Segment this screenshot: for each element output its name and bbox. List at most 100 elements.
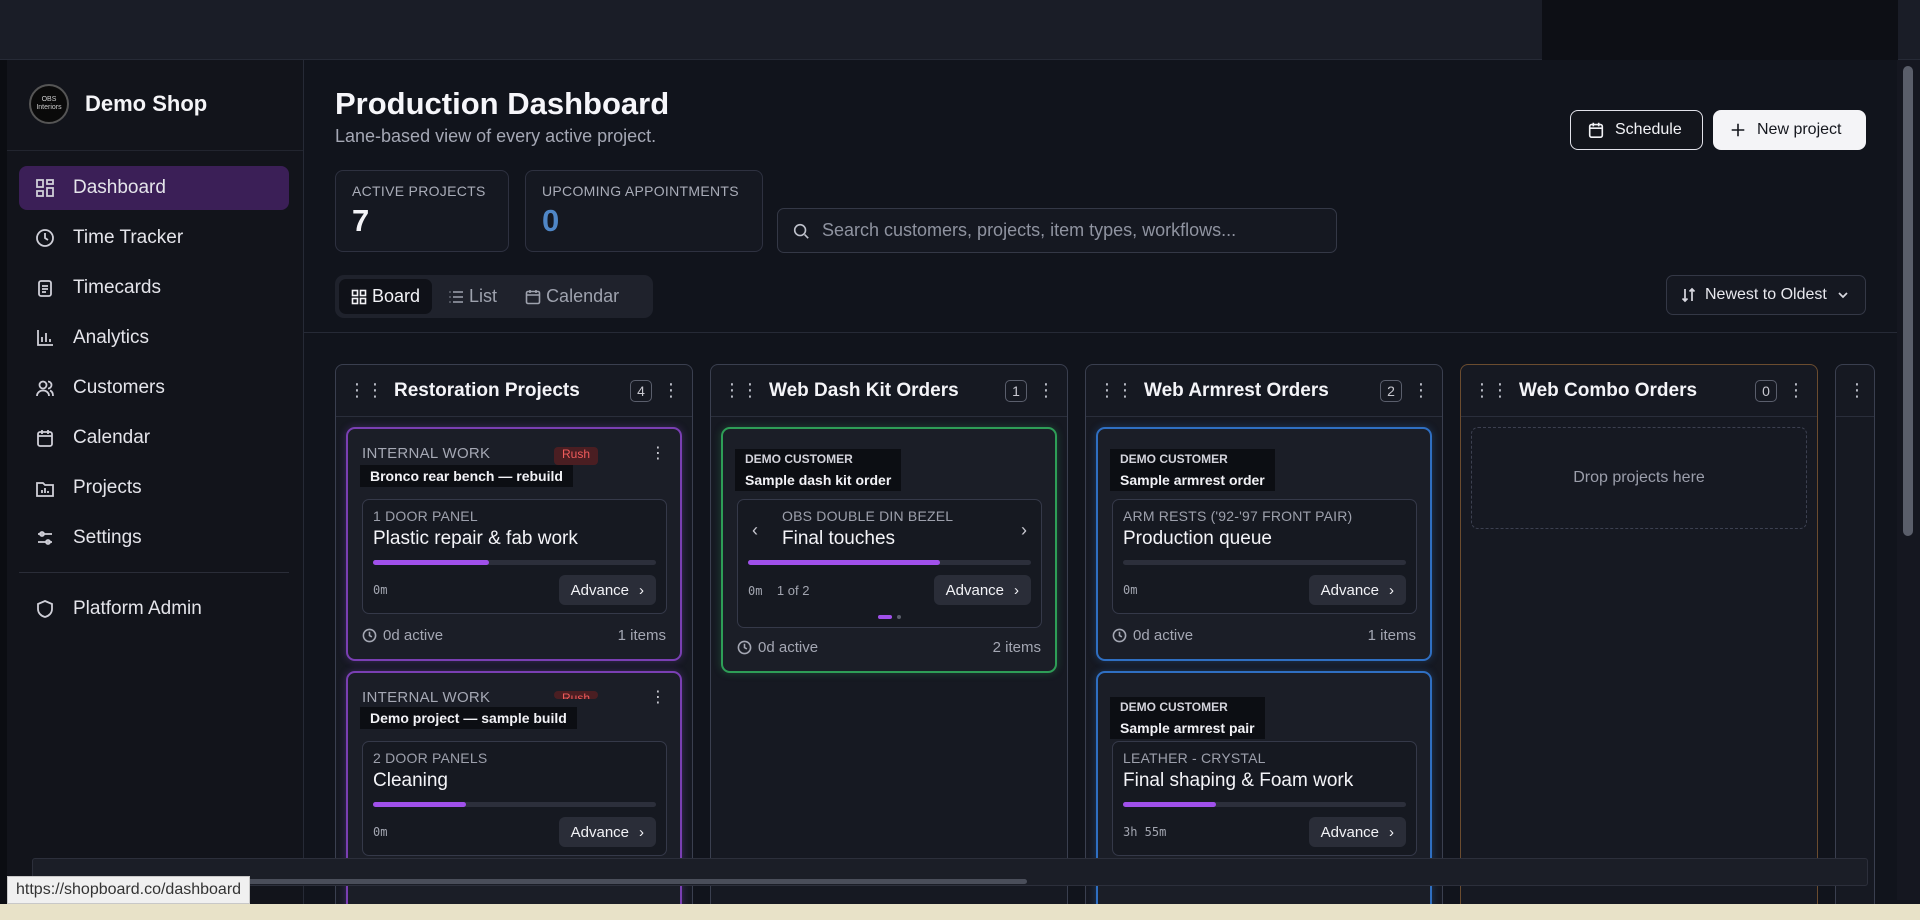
chevron-left-icon[interactable]: ‹	[752, 520, 758, 540]
lane-count: 2	[1380, 379, 1402, 402]
sidebar-item-label: Projects	[73, 477, 142, 498]
progress-fill	[373, 802, 467, 807]
card-category: INTERNAL WORK	[362, 445, 491, 462]
step-category: 2 DOOR PANELS	[373, 750, 488, 766]
tooltip-title: Sample dash kit order	[745, 472, 892, 488]
divider	[19, 572, 289, 573]
step-pager: 1 of 2	[776, 582, 810, 598]
sidebar-item-projects[interactable]: Projects	[19, 466, 289, 510]
more-icon[interactable]: ⋮	[1412, 380, 1430, 400]
schedule-button[interactable]: Schedule	[1570, 110, 1703, 150]
progress-bar	[1123, 560, 1406, 565]
lane-web-armrest-orders: ⋮⋮ Web Armrest Orders 2 ⋮ DEMO CUSTOMER …	[1085, 364, 1443, 920]
pager-dot[interactable]	[897, 615, 901, 619]
advance-button[interactable]: Advance ›	[558, 817, 656, 847]
sidebar-item-time-tracker[interactable]: Time Tracker	[19, 216, 289, 260]
tooltip-customer: DEMO CUSTOMER	[1120, 452, 1228, 466]
new-project-button-label: New project	[1757, 121, 1842, 138]
pager-dots	[748, 615, 1031, 619]
sidebar-item-analytics[interactable]: Analytics	[19, 316, 289, 360]
drag-handle-icon[interactable]: ⋮⋮	[723, 380, 759, 400]
sidebar-item-timecards[interactable]: Timecards	[19, 266, 289, 310]
sidebar-item-settings[interactable]: Settings	[19, 516, 289, 560]
advance-label: Advance	[570, 823, 629, 841]
drag-handle-icon[interactable]: ⋮⋮	[1848, 380, 1874, 400]
step-name: Final shaping & Foam work	[1123, 770, 1354, 791]
step-category: OBS DOUBLE DIN BEZEL	[782, 508, 954, 524]
advance-label: Advance	[1320, 581, 1379, 599]
horizontal-scrollbar[interactable]	[32, 858, 1868, 886]
lane-count: 4	[630, 379, 652, 402]
sidebar-item-label: Dashboard	[73, 177, 166, 198]
sidebar-item-platform-admin[interactable]: Platform Admin	[19, 587, 289, 631]
clipboard-icon	[38, 280, 52, 297]
sort-select[interactable]: Newest to Oldest	[1666, 275, 1866, 315]
step-name: Plastic repair & fab work	[373, 528, 578, 549]
project-card[interactable]: DEMO CUSTOMER Sample armrest order ARM R…	[1096, 427, 1432, 661]
step-category: 1 DOOR PANEL	[373, 508, 478, 524]
lane-web-combo-orders: ⋮⋮ Web Combo Orders 0 ⋮ Drop projects he…	[1460, 364, 1818, 920]
workflow-step: LEATHER - CRYSTAL Final shaping & Foam w…	[1112, 741, 1417, 856]
progress-bar	[1123, 802, 1406, 807]
scroll-thumb[interactable]	[1903, 66, 1913, 536]
more-icon[interactable]: ⋮	[1787, 380, 1805, 400]
step-category: ARM RESTS ('92-'97 FRONT PAIR)	[1123, 508, 1353, 524]
folder-chart-icon	[36, 482, 54, 497]
clock-icon	[362, 628, 377, 643]
active-days: 0d active	[1133, 627, 1194, 644]
drag-handle-icon[interactable]: ⋮⋮	[1098, 380, 1134, 400]
tab-calendar[interactable]: Calendar	[513, 279, 631, 314]
more-icon[interactable]: ⋮	[650, 689, 666, 706]
shield-icon	[37, 600, 53, 618]
more-icon[interactable]: ⋮	[1037, 380, 1055, 400]
stat-value: 0	[542, 203, 560, 238]
card-footer: 0d active 2 items	[737, 639, 1041, 656]
bar-chart-icon	[37, 330, 53, 346]
drag-handle-icon[interactable]: ⋮⋮	[1473, 380, 1509, 400]
more-icon[interactable]: ⋮	[650, 445, 666, 462]
project-card[interactable]: DEMO CUSTOMER Sample dash kit order ‹ › …	[721, 427, 1057, 673]
advance-button[interactable]: Advance ›	[1308, 817, 1406, 847]
pager-dot-active[interactable]	[878, 615, 892, 619]
more-icon[interactable]: ⋮	[662, 380, 680, 400]
stat-active-projects: ACTIVE PROJECTS 7	[335, 170, 509, 252]
card-footer: 0d active 1 items	[1112, 627, 1416, 644]
workflow-step: 2 DOOR PANELS Cleaning 0m Advance ›	[362, 741, 667, 856]
stat-label: UPCOMING APPOINTMENTS	[542, 183, 739, 199]
lane-title: Restoration Projects	[394, 379, 580, 401]
vertical-scrollbar[interactable]	[1897, 60, 1920, 900]
project-card[interactable]: INTERNAL WORK Rush ⋮ Bronco rear bench —…	[346, 427, 682, 661]
tab-board[interactable]: Board	[339, 279, 433, 314]
sidebar-item-calendar[interactable]: Calendar	[19, 416, 289, 460]
divider	[7, 150, 303, 151]
progress-bar	[373, 560, 656, 565]
scroll-thumb[interactable]	[37, 879, 1027, 884]
step-name: Production queue	[1123, 528, 1272, 549]
card-tooltip: Demo project — sample build	[360, 707, 577, 729]
sidebar-item-customers[interactable]: Customers	[19, 366, 289, 410]
stat-label: ACTIVE PROJECTS	[352, 183, 486, 199]
lane-restoration-projects: ⋮⋮ Restoration Projects 4 ⋮ INTERNAL WOR…	[335, 364, 693, 920]
advance-button[interactable]: Advance ›	[933, 575, 1031, 605]
chevron-right-icon[interactable]: ›	[1021, 520, 1027, 540]
elapsed-time: 0m	[1123, 583, 1138, 597]
lane-count: 0	[1755, 379, 1777, 402]
new-project-button[interactable]: New project	[1713, 110, 1866, 150]
grid-icon	[351, 289, 367, 304]
advance-button[interactable]: Advance ›	[1308, 575, 1406, 605]
lane-header: ⋮⋮ Web Combo Orders 0 ⋮	[1461, 365, 1817, 417]
sidebar-item-label: Analytics	[73, 327, 150, 348]
brand[interactable]: OBS Interiors Demo Shop	[29, 84, 207, 124]
lane-header: ⋮⋮ Web Armrest Orders 2 ⋮	[1086, 365, 1442, 417]
search-input[interactable]	[822, 220, 1322, 241]
lane-header: ⋮⋮ Restoration Projects 4 ⋮	[336, 365, 692, 417]
tab-list[interactable]: List	[436, 279, 509, 314]
workflow-step: ARM RESTS ('92-'97 FRONT PAIR) Productio…	[1112, 499, 1417, 614]
drag-handle-icon[interactable]: ⋮⋮	[348, 380, 384, 400]
drop-zone[interactable]: Drop projects here	[1471, 427, 1807, 529]
active-days: 0d active	[383, 627, 444, 644]
advance-button[interactable]: Advance ›	[558, 575, 656, 605]
advance-label: Advance	[1320, 823, 1379, 841]
sidebar-item-dashboard[interactable]: Dashboard	[19, 166, 289, 210]
tooltip-customer: DEMO CUSTOMER	[745, 452, 853, 466]
